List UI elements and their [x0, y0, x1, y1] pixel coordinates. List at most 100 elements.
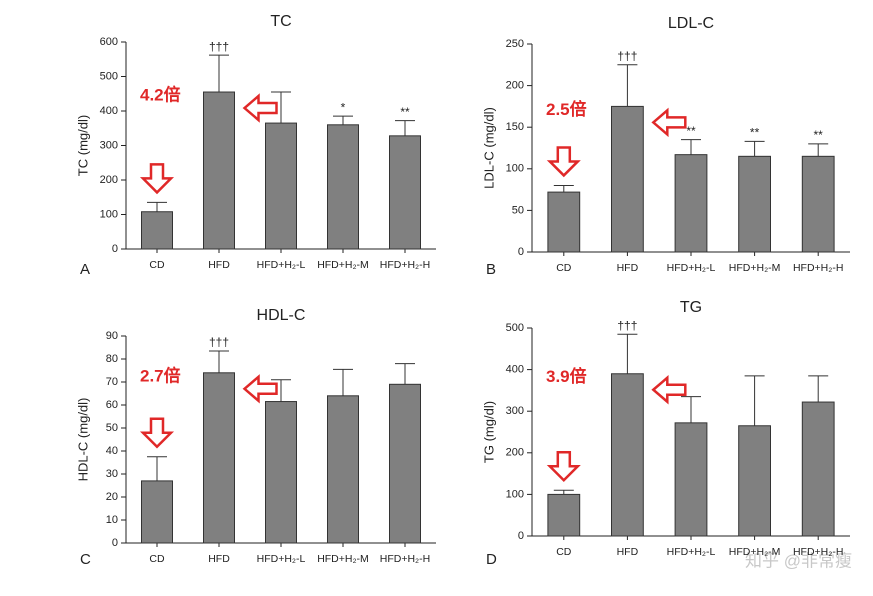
bar — [801, 155, 835, 253]
y-tick-label: 40 — [106, 445, 118, 457]
panel-label: A — [80, 261, 90, 278]
y-tick-label: 0 — [518, 246, 524, 258]
panel-label: D — [486, 551, 497, 568]
bar — [674, 154, 708, 253]
bar — [611, 373, 644, 537]
y-tick-label: 80 — [106, 353, 118, 365]
x-tick-label: HFD+H₂-H — [793, 262, 843, 274]
chart-title: TC — [270, 13, 291, 30]
x-tick-label: HFD+H₂-L — [667, 546, 716, 558]
y-tick-label: 0 — [112, 537, 118, 549]
x-tick-label: HFD+H₂-H — [380, 259, 430, 271]
significance-label: ††† — [209, 335, 229, 349]
x-tick-label: HFD — [617, 262, 639, 274]
x-tick-label: CD — [556, 262, 572, 274]
significance-label: ** — [750, 126, 760, 140]
fold-label: 4.2倍 — [140, 85, 181, 105]
y-axis-label: HDL-C (mg/dl) — [75, 398, 90, 482]
bar — [327, 124, 359, 250]
y-tick-label: 50 — [512, 204, 524, 216]
x-tick-label: HFD+H₂-L — [667, 262, 716, 274]
y-tick-label: 200 — [506, 80, 524, 92]
significance-label: ††† — [617, 49, 637, 63]
x-tick-label: HFD — [208, 553, 230, 565]
down-arrow — [546, 146, 581, 178]
y-tick-label: 400 — [100, 105, 118, 117]
bar — [265, 401, 297, 544]
y-axis-label: TC (mg/dl) — [75, 115, 90, 176]
x-tick-label: HFD+H₂-M — [729, 546, 781, 558]
y-axis-label: TG (mg/dl) — [481, 401, 496, 463]
y-tick-label: 250 — [506, 38, 524, 50]
y-tick-label: 0 — [518, 530, 524, 542]
x-tick-label: HFD+H₂-L — [257, 259, 306, 271]
bar — [611, 105, 644, 253]
significance-label: ** — [400, 105, 410, 119]
significance-label: ** — [814, 128, 824, 142]
y-tick-label: 0 — [112, 243, 118, 255]
panel-label: C — [80, 551, 91, 568]
bar — [141, 211, 173, 250]
fold-label: 2.7倍 — [140, 365, 181, 385]
bar — [801, 401, 835, 537]
y-tick-label: 100 — [506, 163, 524, 175]
down-arrow — [546, 450, 581, 483]
bar — [389, 135, 421, 250]
y-tick-label: 150 — [506, 121, 524, 133]
x-tick-label: CD — [556, 546, 572, 558]
y-tick-label: 200 — [100, 174, 118, 186]
significance-label: ** — [686, 124, 696, 138]
bar — [141, 480, 173, 544]
x-tick-label: CD — [149, 553, 165, 565]
left-arrow — [651, 375, 687, 405]
y-tick-label: 90 — [106, 330, 118, 342]
y-tick-label: 400 — [506, 364, 524, 376]
fold-label: 2.5倍 — [546, 99, 587, 119]
x-tick-label: HFD — [208, 259, 230, 271]
watermark: 知乎 @非常瘦 — [745, 551, 852, 570]
bar — [389, 383, 421, 544]
x-tick-label: HFD+H₂-M — [317, 259, 369, 271]
chart-title: LDL-C — [668, 15, 714, 32]
y-tick-label: 500 — [100, 70, 118, 82]
y-tick-label: 600 — [100, 36, 118, 48]
down-arrow — [139, 163, 175, 195]
y-tick-label: 100 — [506, 488, 524, 500]
significance-label: ††† — [209, 39, 229, 53]
bar — [738, 155, 772, 253]
chart-title: HDL-C — [257, 307, 306, 324]
bar — [203, 91, 235, 250]
y-tick-label: 50 — [106, 422, 118, 434]
y-tick-label: 60 — [106, 399, 118, 411]
x-tick-label: HFD+H₂-H — [380, 553, 430, 565]
significance-label: * — [341, 100, 346, 114]
y-tick-label: 70 — [106, 376, 118, 388]
y-tick-label: 20 — [106, 491, 118, 503]
bar — [738, 425, 772, 537]
down-arrow — [139, 417, 175, 449]
x-tick-label: HFD+H₂-M — [317, 553, 369, 565]
left-arrow — [242, 374, 278, 404]
bar — [674, 422, 708, 537]
bar — [265, 122, 297, 250]
panel-label: B — [486, 261, 496, 278]
y-tick-label: 300 — [506, 405, 524, 417]
x-tick-label: HFD+H₂-L — [257, 553, 306, 565]
x-tick-label: HFD — [617, 546, 639, 558]
x-tick-label: HFD+H₂-H — [793, 546, 843, 558]
bar — [203, 372, 235, 544]
y-axis-label: LDL-C (mg/dl) — [481, 107, 496, 189]
x-tick-label: HFD+H₂-M — [729, 262, 781, 274]
y-tick-label: 30 — [106, 468, 118, 480]
y-tick-label: 100 — [100, 208, 118, 220]
y-tick-label: 200 — [506, 447, 524, 459]
y-tick-label: 10 — [106, 514, 118, 526]
y-tick-label: 300 — [100, 139, 118, 151]
bar — [547, 493, 581, 537]
significance-label: ††† — [617, 318, 637, 332]
y-tick-label: 500 — [506, 322, 524, 334]
fold-label: 3.9倍 — [546, 366, 587, 386]
bar — [327, 395, 359, 544]
left-arrow — [242, 93, 278, 123]
